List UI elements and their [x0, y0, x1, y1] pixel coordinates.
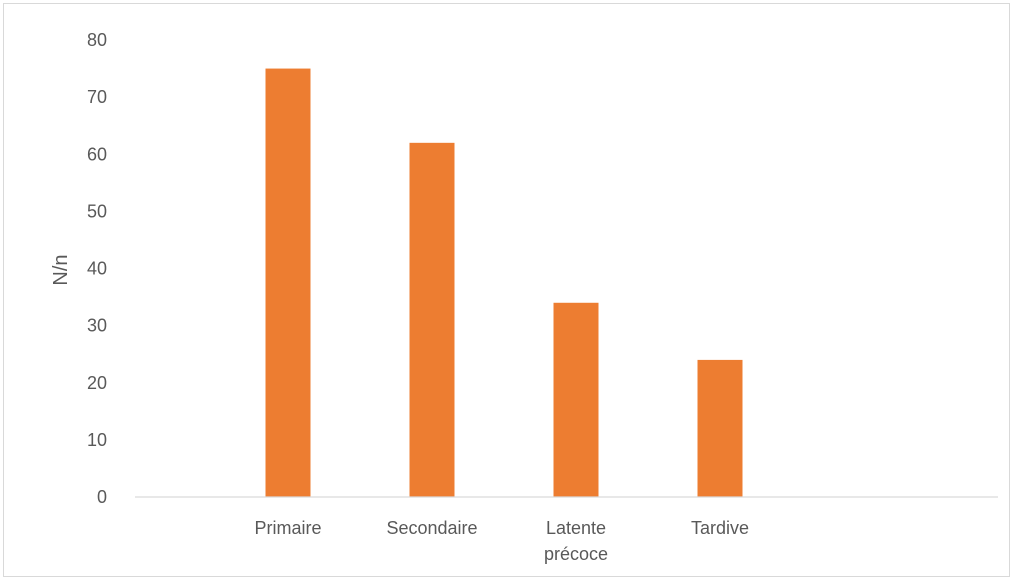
- y-tick-label: 10: [87, 430, 107, 450]
- y-tick-label: 40: [87, 259, 107, 279]
- y-axis-title: N/n: [50, 254, 72, 285]
- bars: [265, 68, 743, 497]
- y-tick-label: 0: [97, 487, 107, 507]
- y-tick-label: 50: [87, 201, 107, 221]
- y-tick-label: 30: [87, 316, 107, 336]
- x-axis-labels: Primaire Secondaire Latente précoce Tardive: [254, 518, 749, 564]
- y-tick-label: 20: [87, 373, 107, 393]
- bar: [265, 68, 311, 497]
- y-tick-label: 60: [87, 144, 107, 164]
- y-axis-ticks: 0 10 20 30 40 50 60 70 80: [87, 30, 107, 507]
- y-tick-label: 70: [87, 87, 107, 107]
- x-tick-label: Secondaire: [386, 518, 477, 538]
- bar: [553, 302, 599, 497]
- chart-frame: [3, 3, 1010, 577]
- x-tick-label: Primaire: [254, 518, 321, 538]
- bar: [697, 359, 743, 497]
- x-tick-label: Latente précoce: [544, 518, 608, 564]
- bar: [409, 142, 455, 497]
- x-tick-label: Tardive: [691, 518, 749, 538]
- y-tick-label: 80: [87, 30, 107, 50]
